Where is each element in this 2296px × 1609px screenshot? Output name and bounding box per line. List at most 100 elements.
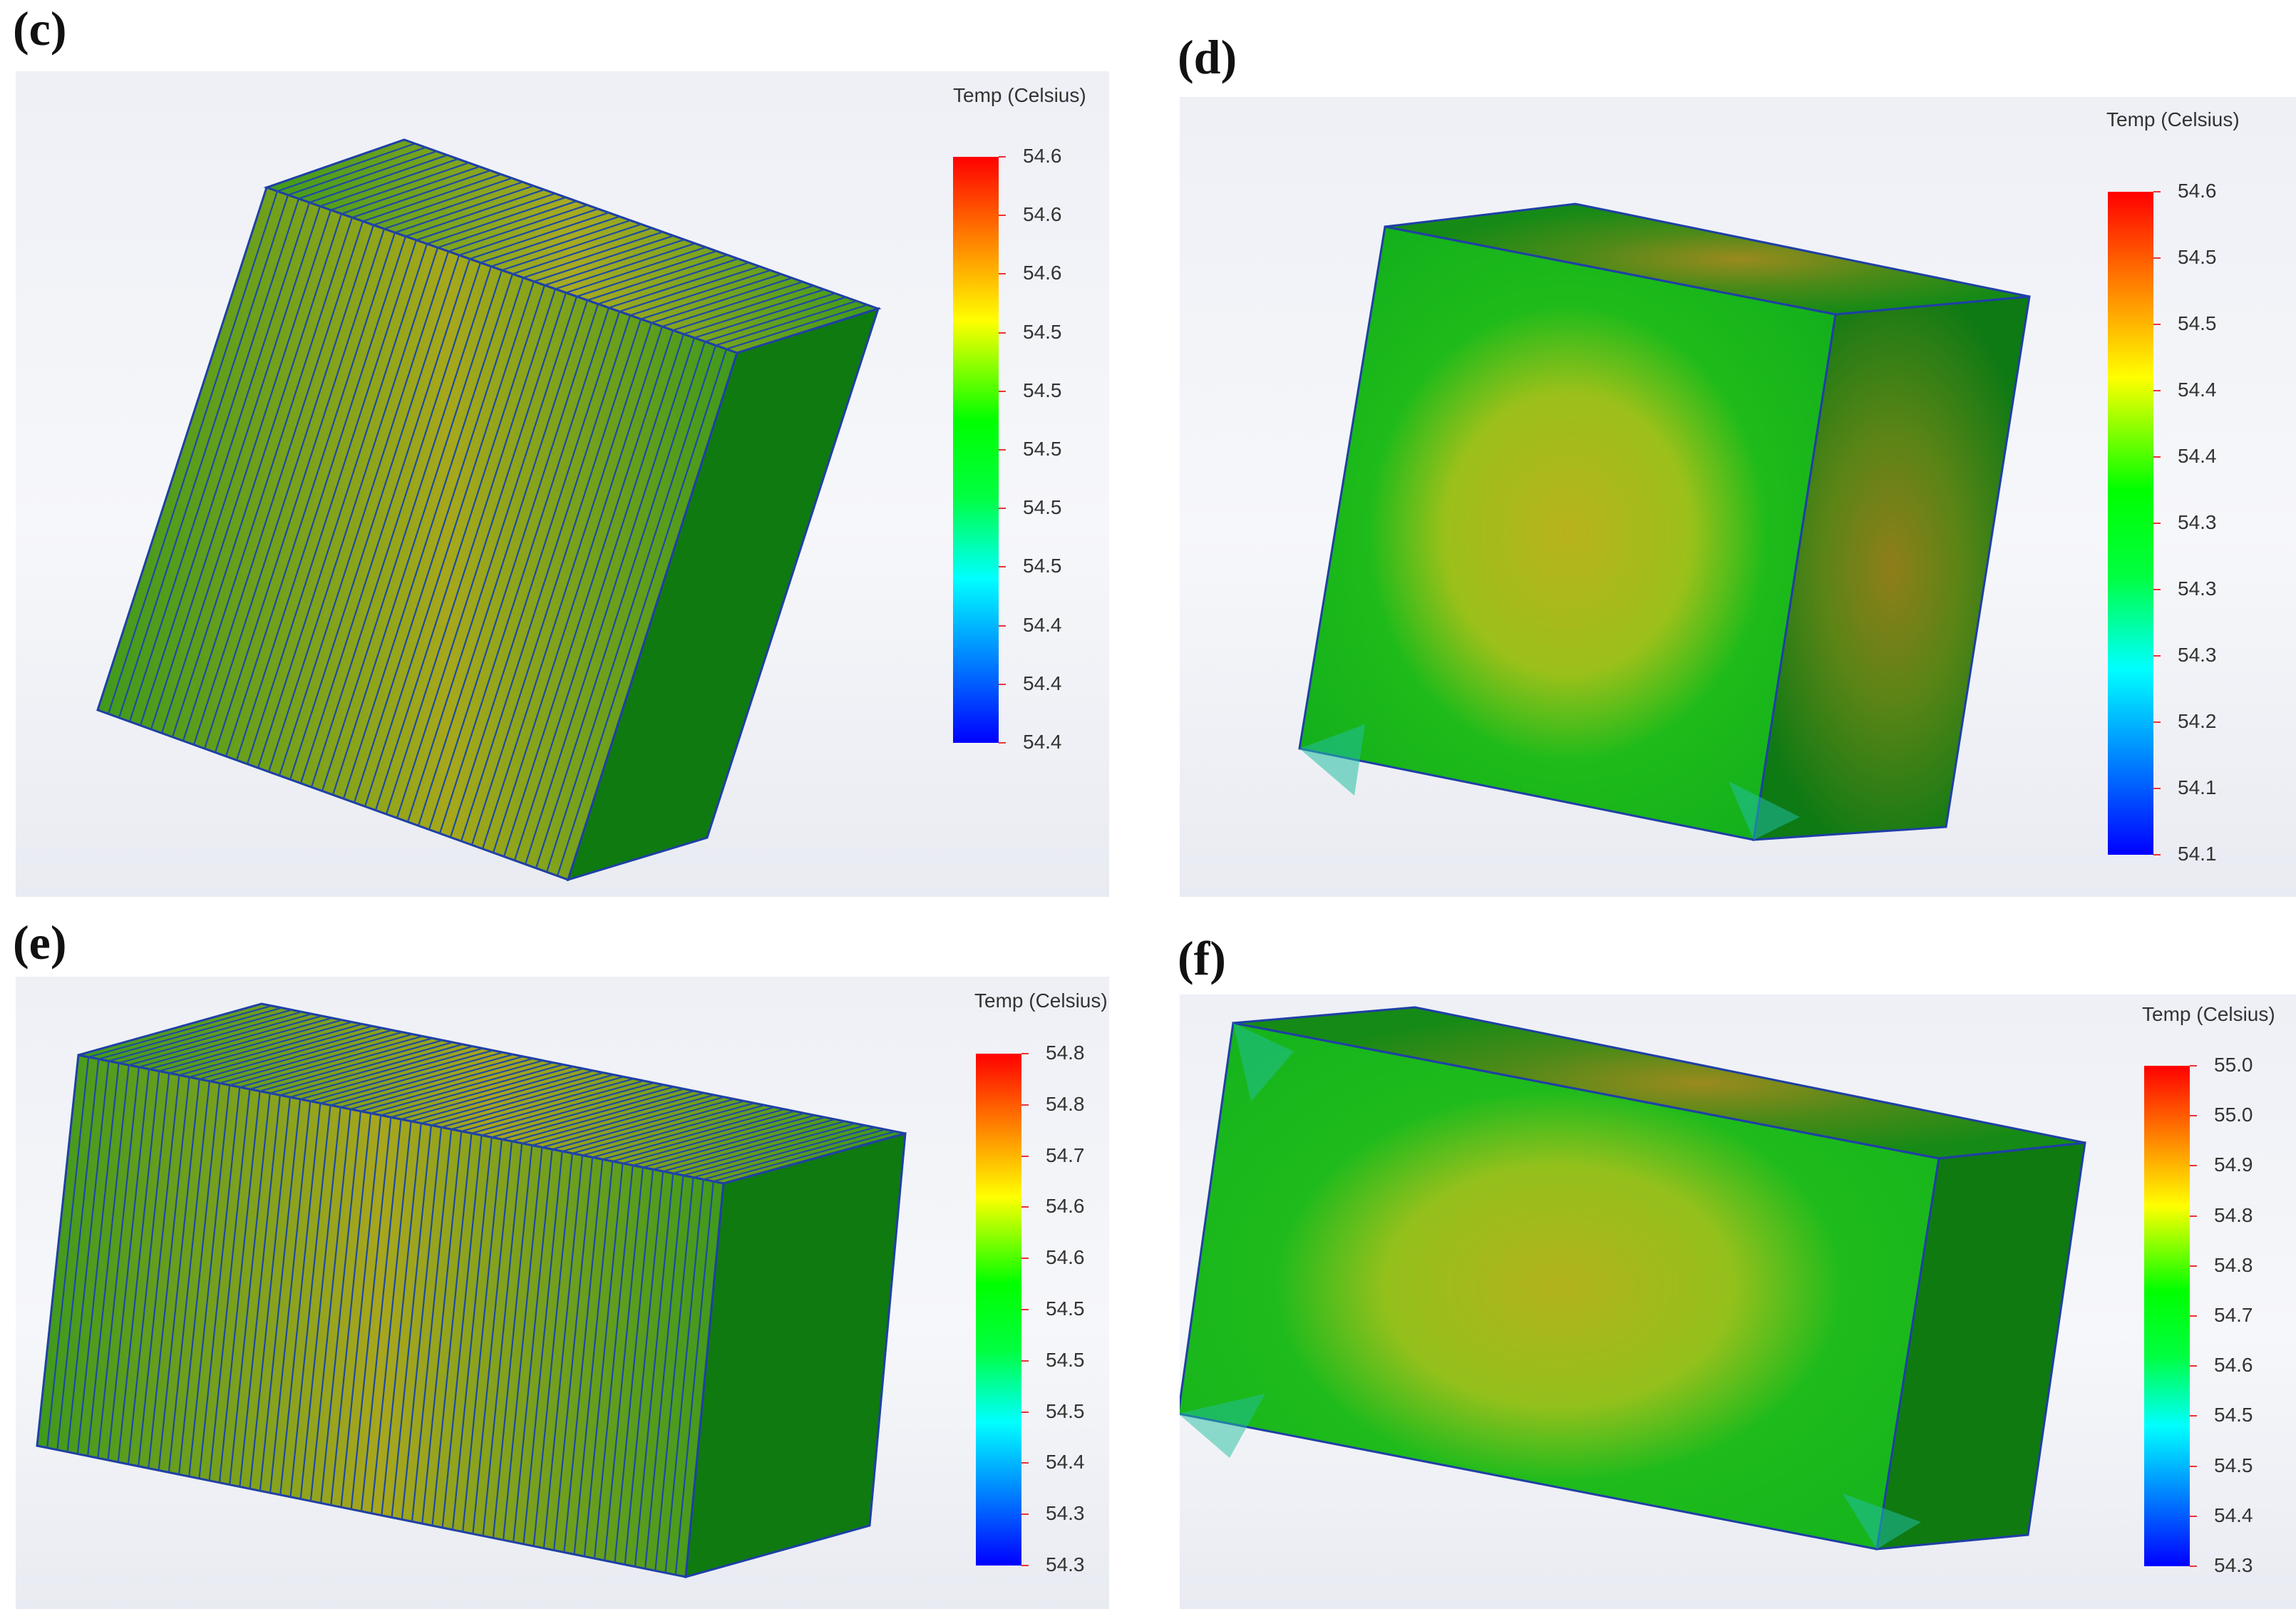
cell-stack-side-face xyxy=(684,1131,907,1579)
legend-value: 54.4 xyxy=(2178,445,2217,467)
cell-separator-line xyxy=(565,246,706,294)
cell-separator-line xyxy=(371,1121,412,1513)
cell-separator-line xyxy=(320,1111,362,1503)
legend-value: 54.1 xyxy=(2178,776,2217,798)
cell-separator-line xyxy=(249,1096,292,1489)
cell-separator-line xyxy=(289,255,460,780)
legend-tick xyxy=(1021,1053,1029,1054)
cell-separator-line xyxy=(449,311,621,838)
cell-separator-line xyxy=(370,1061,554,1114)
legend-value: 54.7 xyxy=(1046,1143,1085,1166)
panel-e-thermal-plot: Temp (Celsius) 54.8 54.8 54.7 54.6 54.6 54.5 5… xyxy=(16,977,1109,1609)
cell-separator-line xyxy=(76,1063,120,1454)
cell-separator-line xyxy=(342,273,514,799)
corner-cool-spot xyxy=(1233,1023,1294,1101)
cell-separator-line xyxy=(713,1131,896,1183)
cell-separator-line xyxy=(715,300,858,346)
legend-value: 54.3 xyxy=(2178,644,2217,666)
cell-separator-line xyxy=(522,1151,563,1545)
legend-value: 54.5 xyxy=(2178,246,2217,268)
cell-separator-line xyxy=(482,1143,523,1536)
legend-tick xyxy=(999,742,1006,744)
cell-separator-line xyxy=(158,1079,200,1471)
legend-tick xyxy=(999,273,1006,275)
legend-title: Temp (Celsius) xyxy=(2106,108,2240,130)
cell-separator-line xyxy=(209,1029,393,1082)
block-side-face xyxy=(1752,295,2031,841)
legend-value: 54.9 xyxy=(2214,1153,2253,1176)
cell-separator-line xyxy=(394,185,534,234)
cell-separator-line xyxy=(229,1033,413,1086)
cell-separator-line xyxy=(501,1088,684,1141)
legend-value: 54.5 xyxy=(1023,379,1062,401)
legend-color-bar xyxy=(953,157,999,743)
corner-cool-spot xyxy=(1180,1394,1265,1458)
cell-separator-line xyxy=(437,200,577,249)
cell-separator-line xyxy=(128,198,300,722)
cell-separator-line xyxy=(481,322,653,850)
cell-separator-line xyxy=(229,1093,271,1485)
legend-tick xyxy=(999,624,1006,627)
cell-separator-line xyxy=(462,1139,503,1532)
cell-separator-line xyxy=(118,1011,302,1064)
cell-separator-line xyxy=(542,1155,584,1548)
cell-stack-side-face xyxy=(566,307,880,882)
cell-separator-line xyxy=(431,1074,614,1126)
cell-separator-line xyxy=(235,236,407,761)
cell-separator-line xyxy=(428,304,599,831)
legend-tick xyxy=(2153,324,2161,325)
cell-separator-line xyxy=(624,1171,664,1565)
cell-separator-line xyxy=(602,1108,785,1161)
cell-separator-line xyxy=(350,1117,392,1510)
cell-separator-line xyxy=(160,210,332,734)
cell-separator-line xyxy=(298,150,437,200)
legend-tick xyxy=(2190,1515,2197,1517)
cell-separator-line xyxy=(182,217,354,741)
legend-tick xyxy=(2153,655,2161,657)
legend-tick xyxy=(999,156,1006,158)
legend-value: 54.8 xyxy=(1046,1042,1085,1064)
cell-separator-line xyxy=(198,1086,241,1479)
cell-separator-line xyxy=(503,330,674,857)
legend-value: 54.5 xyxy=(1023,438,1062,460)
legend-color-bar xyxy=(2144,1066,2190,1566)
cell-separator-line xyxy=(674,1181,714,1575)
cell-separator-line xyxy=(246,240,418,765)
legend-value: 54.1 xyxy=(2178,843,2217,865)
cell-separator-line xyxy=(267,247,439,772)
cell-separator-line xyxy=(97,1066,140,1459)
cell-separator-line xyxy=(726,304,868,350)
legend-tick xyxy=(2190,1315,2197,1317)
panel-c-thermal-plot: Temp (Celsius) 54.6 54.6 54.6 54.5 54.5 54.5 5… xyxy=(16,71,1109,897)
cell-separator-line xyxy=(118,195,289,719)
cell-separator-line xyxy=(619,265,761,313)
legend-value: 54.5 xyxy=(1023,496,1062,519)
legend-value: 54.5 xyxy=(2214,1404,2253,1426)
legend-value: 54.4 xyxy=(1023,672,1062,694)
legend-tick xyxy=(1021,1206,1029,1208)
legend-value: 55.0 xyxy=(2214,1054,2253,1076)
cell-separator-line xyxy=(480,215,620,264)
battery-pack-3d-model xyxy=(36,1002,907,1579)
cell-separator-line xyxy=(66,1061,110,1452)
legend-color-bar xyxy=(2108,192,2153,855)
cell-separator-line xyxy=(374,284,546,811)
cell-separator-line xyxy=(373,177,513,226)
cell-separator-line xyxy=(460,314,632,842)
legend-value: 54.5 xyxy=(1046,1399,1085,1422)
legend-tick xyxy=(2190,1365,2197,1367)
cell-separator-line xyxy=(608,262,749,309)
cell-separator-line xyxy=(416,192,555,241)
legend-tick xyxy=(2153,788,2161,789)
cell-separator-line xyxy=(521,1092,705,1144)
cell-separator-line xyxy=(98,1007,282,1060)
cell-separator-line xyxy=(320,1052,503,1104)
cell-separator-line xyxy=(513,334,685,861)
cell-separator-line xyxy=(662,1120,845,1173)
legend-value: 54.6 xyxy=(2214,1354,2253,1377)
panel-f-thermal-plot: Temp (Celsius) 55.0 55.0 54.9 54.8 54.8 54.7 5… xyxy=(1180,994,2296,1609)
cell-separator-line xyxy=(673,1122,855,1174)
cell-separator-line xyxy=(544,238,685,287)
cell-separator-line xyxy=(391,1066,574,1119)
cell-separator-line xyxy=(150,206,321,730)
